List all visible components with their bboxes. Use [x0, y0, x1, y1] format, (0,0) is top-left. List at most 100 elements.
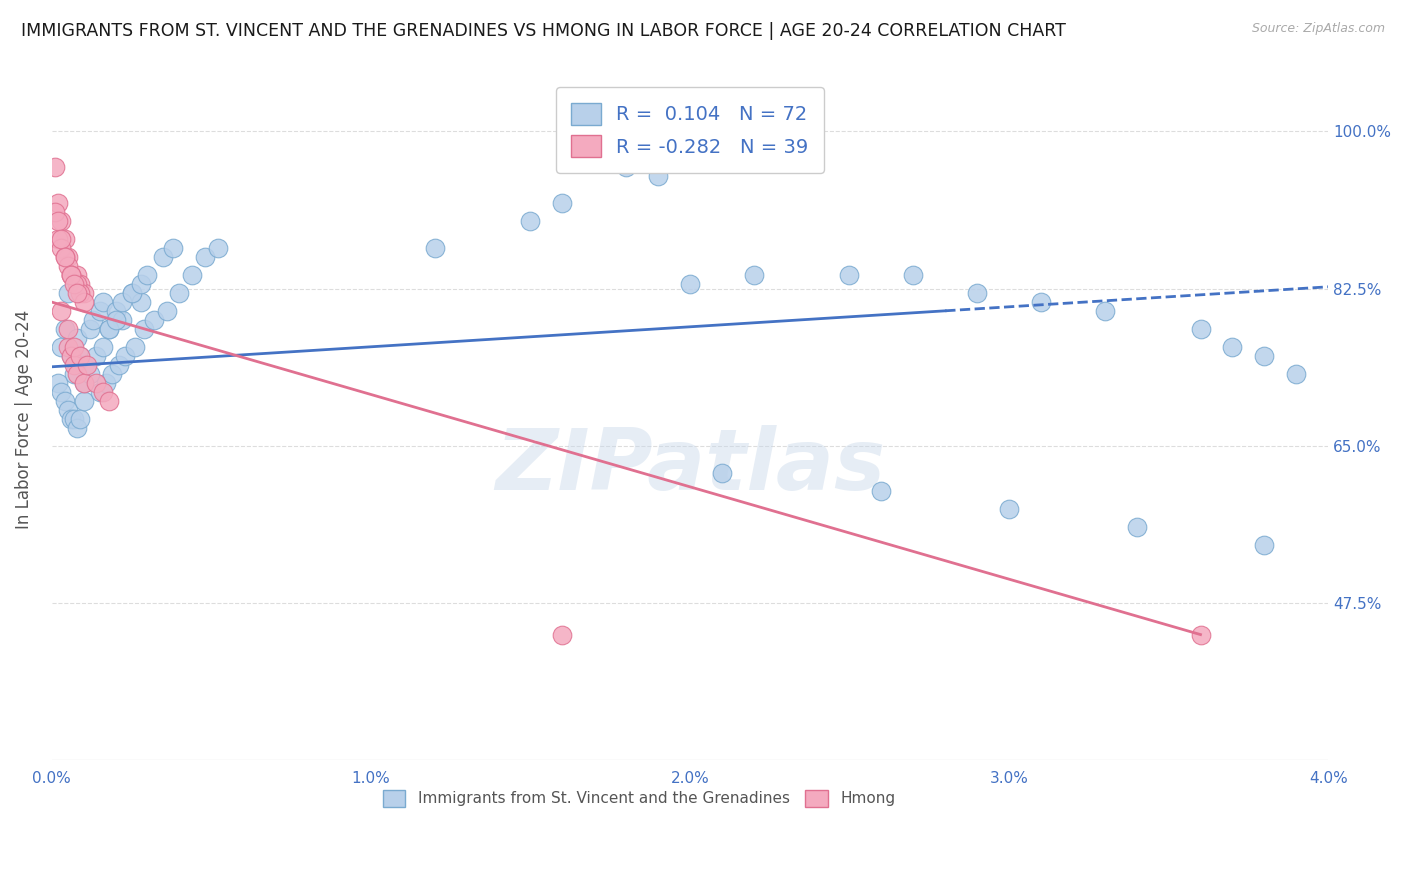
Point — [63, 412, 86, 426]
Point — [46, 232, 69, 246]
Point — [66, 286, 89, 301]
Point — [107, 358, 129, 372]
Point — [129, 277, 152, 292]
Point — [1029, 295, 1052, 310]
Point — [66, 277, 89, 292]
Point — [73, 376, 96, 390]
Point — [207, 241, 229, 255]
Point — [56, 259, 79, 273]
Text: ZIPatlas: ZIPatlas — [495, 425, 884, 508]
Point — [59, 349, 82, 363]
Point — [63, 367, 86, 381]
Point — [1253, 349, 1275, 363]
Point — [111, 295, 134, 310]
Point — [53, 393, 76, 408]
Point — [66, 331, 89, 345]
Point — [76, 358, 98, 372]
Point — [551, 627, 574, 641]
Point — [136, 268, 159, 282]
Point — [73, 295, 96, 310]
Point — [162, 241, 184, 255]
Point — [98, 393, 121, 408]
Point — [91, 340, 114, 354]
Point — [51, 340, 73, 354]
Point — [63, 277, 86, 292]
Point — [69, 277, 91, 292]
Point — [56, 286, 79, 301]
Point — [129, 295, 152, 310]
Point — [51, 241, 73, 255]
Point — [194, 250, 217, 264]
Point — [1189, 627, 1212, 641]
Point — [56, 322, 79, 336]
Point — [56, 340, 79, 354]
Point — [870, 483, 893, 498]
Point — [98, 322, 121, 336]
Point — [69, 349, 91, 363]
Point — [66, 268, 89, 282]
Point — [104, 313, 127, 327]
Point — [104, 304, 127, 318]
Point — [51, 214, 73, 228]
Point — [98, 322, 121, 336]
Point — [519, 214, 541, 228]
Point — [142, 313, 165, 327]
Point — [1189, 322, 1212, 336]
Point — [134, 322, 156, 336]
Text: Source: ZipAtlas.com: Source: ZipAtlas.com — [1251, 22, 1385, 36]
Point — [73, 393, 96, 408]
Point — [1125, 520, 1147, 534]
Point — [82, 313, 104, 327]
Point — [1285, 367, 1308, 381]
Point — [156, 304, 179, 318]
Point — [101, 367, 124, 381]
Point — [152, 250, 174, 264]
Point — [73, 358, 96, 372]
Y-axis label: In Labor Force | Age 20-24: In Labor Force | Age 20-24 — [15, 310, 32, 529]
Point — [59, 268, 82, 282]
Point — [614, 161, 637, 175]
Point — [59, 349, 82, 363]
Point — [124, 340, 146, 354]
Point — [1222, 340, 1244, 354]
Point — [63, 340, 86, 354]
Point — [86, 349, 108, 363]
Point — [169, 286, 191, 301]
Point — [1094, 304, 1116, 318]
Point — [966, 286, 988, 301]
Point — [742, 268, 765, 282]
Point — [838, 268, 860, 282]
Point — [46, 214, 69, 228]
Point — [59, 268, 82, 282]
Point — [59, 268, 82, 282]
Point — [66, 421, 89, 435]
Point — [86, 376, 108, 390]
Point — [1253, 538, 1275, 552]
Point — [89, 384, 111, 399]
Point — [69, 412, 91, 426]
Point — [73, 376, 96, 390]
Point — [53, 250, 76, 264]
Point — [121, 286, 143, 301]
Point — [53, 250, 76, 264]
Point — [423, 241, 446, 255]
Point — [56, 250, 79, 264]
Point — [121, 286, 143, 301]
Point — [59, 412, 82, 426]
Point — [79, 367, 101, 381]
Point — [46, 196, 69, 211]
Point — [56, 403, 79, 417]
Point — [91, 384, 114, 399]
Point — [46, 376, 69, 390]
Point — [44, 205, 66, 219]
Point — [51, 232, 73, 246]
Point — [647, 169, 669, 184]
Point — [73, 286, 96, 301]
Point — [91, 295, 114, 310]
Point — [710, 466, 733, 480]
Point — [551, 196, 574, 211]
Point — [44, 161, 66, 175]
Point — [114, 349, 136, 363]
Point — [79, 322, 101, 336]
Point — [679, 277, 702, 292]
